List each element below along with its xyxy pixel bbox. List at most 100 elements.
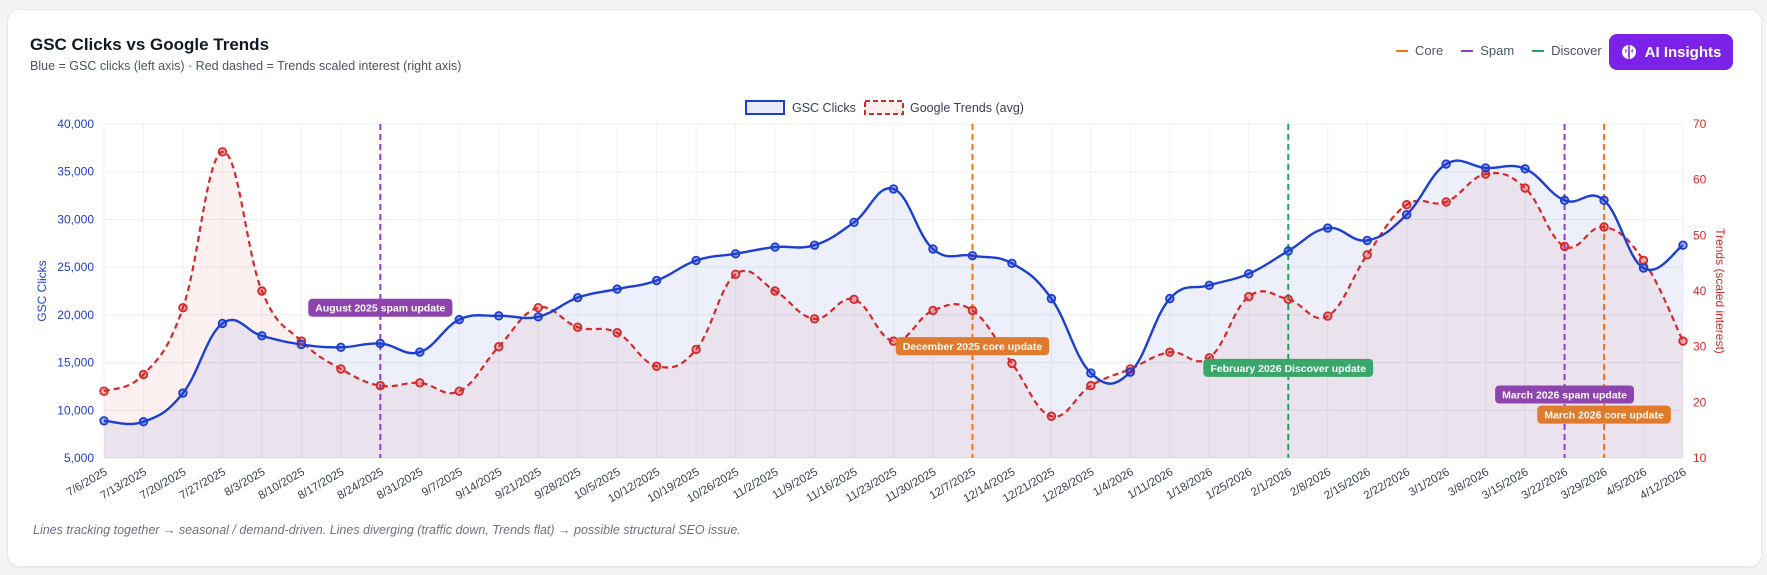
event-label-core: December 2025 core update (895, 337, 1050, 356)
clicks-point (1480, 163, 1491, 173)
trends-point (651, 361, 662, 371)
trends-point (770, 286, 780, 296)
clicks-point (217, 318, 228, 329)
trends-point (454, 386, 464, 396)
right-tick-label: 40 (1693, 284, 1707, 298)
event-label-spam: August 2025 spam update (308, 298, 453, 317)
left-tick-label: 20,000 (57, 308, 94, 322)
event-label-bg (1537, 405, 1671, 424)
right-tick-label: 50 (1693, 228, 1707, 242)
clicks-point (178, 388, 188, 398)
right-tick-label: 60 (1693, 173, 1707, 187)
clicks-line (103, 159, 1684, 426)
trends-point (809, 314, 820, 324)
trends-point (928, 305, 938, 316)
clicks-point (573, 292, 583, 303)
event-label-text: August 2025 spam update (315, 303, 445, 315)
trends-point (1401, 200, 1412, 210)
trends-point (1480, 169, 1491, 179)
trends-point (967, 305, 978, 316)
event-legend-core-label: Core (1415, 43, 1444, 58)
x-tick-label: 2/1/2026 (1249, 466, 1294, 499)
trends-point (217, 147, 228, 157)
trends-point (730, 269, 741, 279)
trends-point (1441, 197, 1451, 207)
left-tick-label: 40,000 (57, 117, 94, 131)
trends-point (1599, 222, 1609, 232)
clicks-point (1559, 195, 1570, 206)
trends-point (99, 386, 109, 396)
clicks-point (1401, 209, 1412, 220)
trends-area (104, 151, 1683, 458)
event-label-text: March 2026 core update (1544, 410, 1664, 422)
clicks-point (612, 284, 622, 294)
trends-point (1086, 380, 1096, 391)
clicks-point (99, 416, 109, 426)
event-label-text: February 2026 Discover update (1210, 363, 1366, 375)
trends-point (1283, 294, 1293, 305)
event-label-bg (1203, 358, 1374, 377)
left-tick-label: 10,000 (57, 403, 94, 417)
clicks-point (375, 338, 386, 349)
event-label-bg (1495, 385, 1635, 404)
event-label-bg (895, 337, 1050, 356)
right-tick-label: 30 (1693, 340, 1707, 354)
clicks-point (1678, 240, 1688, 250)
left-tick-label: 35,000 (57, 165, 94, 179)
trends-point (1007, 358, 1017, 369)
left-tick-label: 25,000 (57, 260, 94, 274)
trends-point (612, 328, 622, 338)
trends-point (533, 303, 543, 313)
event-type-legend: Core Spam Discover (1396, 43, 1602, 58)
chart-title: GSC Clicks vs Google Trends (30, 35, 270, 54)
event-legend-spam-label: Spam (1480, 43, 1515, 58)
trends-point (1323, 311, 1333, 321)
ai-insights-button[interactable]: AI Insights (1609, 34, 1733, 70)
core-swatch-icon (1396, 49, 1408, 52)
trends-point (849, 294, 859, 305)
right-tick-label: 20 (1693, 395, 1707, 409)
trends-point (1678, 336, 1688, 346)
event-legend-discover[interactable]: Discover (1532, 43, 1602, 58)
trends-point (1362, 250, 1372, 260)
clicks-point (296, 339, 307, 350)
clicks-point (1441, 159, 1451, 169)
clicks-area (104, 160, 1683, 458)
clicks-point (1125, 367, 1136, 377)
clicks-point (1244, 269, 1254, 279)
clicks-point (1520, 164, 1530, 174)
trends-point (1244, 291, 1254, 302)
clicks-point (415, 347, 425, 357)
trends-point (573, 322, 583, 332)
trends-point (336, 364, 346, 374)
event-label-text: December 2025 core update (903, 341, 1043, 353)
trends-point (138, 369, 149, 380)
event-label-text: March 2026 spam update (1502, 390, 1627, 402)
ai-insights-label: AI Insights (1644, 43, 1722, 61)
event-legend-core[interactable]: Core (1396, 43, 1443, 58)
clicks-point (967, 250, 978, 261)
clicks-point (1283, 246, 1293, 256)
series-legend: GSC Clicks Google Trends (avg) (745, 100, 1024, 115)
clicks-legend-swatch (745, 100, 785, 115)
x-tick-label: 3/1/2026 (1407, 466, 1452, 499)
clicks-point (533, 312, 543, 322)
clicks-point (849, 217, 859, 227)
trends-point (494, 341, 504, 352)
event-legend-spam[interactable]: Spam (1461, 43, 1514, 58)
clicks-point (1007, 258, 1017, 269)
clicks-point (730, 249, 741, 259)
trends-point (1520, 183, 1530, 193)
clicks-point (1204, 280, 1214, 290)
event-label-bg (308, 298, 453, 317)
clicks-point (454, 314, 464, 325)
event-legend-discover-label: Discover (1551, 43, 1602, 58)
trends-point (1638, 255, 1649, 266)
event-label-core: March 2026 core update (1537, 405, 1671, 424)
trends-point (178, 303, 188, 313)
clicks-point (257, 331, 267, 341)
clicks-point (1599, 195, 1609, 206)
left-tick-label: 5,000 (64, 451, 94, 465)
clicks-point (809, 240, 820, 250)
